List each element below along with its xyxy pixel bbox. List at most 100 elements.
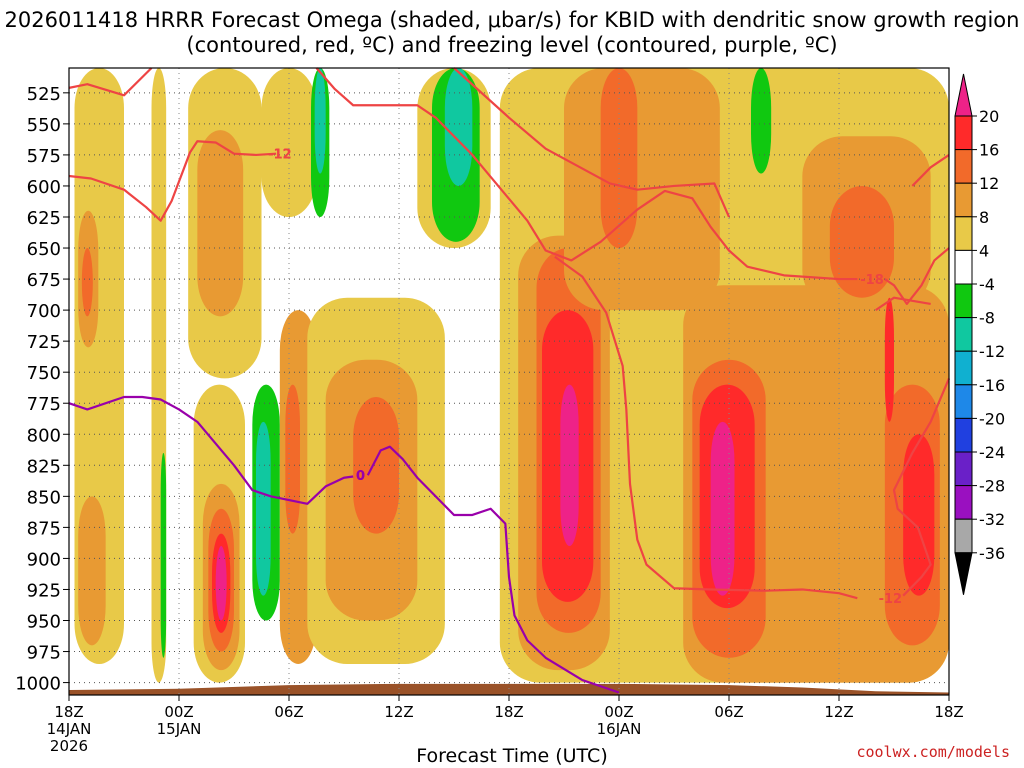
dgz-contour-label: -12 <box>268 148 292 163</box>
x-tick-label: 06Z <box>274 703 303 721</box>
x-tick-label: 16JAN <box>597 720 642 738</box>
omega-cell <box>215 546 227 621</box>
y-tick-label: 600 <box>27 177 61 198</box>
colorbar: 20 16 12 8 4 -4 -8 -12 -16 -20 -24 -28 -32 -36 <box>954 73 1005 595</box>
y-tick-label: 675 <box>27 270 61 291</box>
chart-title: 2026011418 HRRR Forecast Omega (shaded, … <box>4 8 1020 57</box>
colorbar-swatch <box>954 451 973 487</box>
y-tick-label: 825 <box>27 456 61 477</box>
y-tick-label: 575 <box>27 146 61 167</box>
y-tick-label: 875 <box>27 518 61 539</box>
omega-cell <box>197 130 244 317</box>
omega-cell <box>160 452 167 658</box>
x-tick-label: 18Z <box>54 703 83 721</box>
y-tick-label: 525 <box>27 84 61 105</box>
x-tick-label: 00Z <box>604 703 633 721</box>
colorbar-tick-label: -36 <box>979 544 1005 563</box>
y-tick-label: 725 <box>27 332 61 353</box>
y-tick-label: 850 <box>27 487 61 508</box>
ground-surface <box>69 683 949 695</box>
colorbar-tick-label: -24 <box>979 443 1005 462</box>
colorbar-tick-label: -8 <box>979 309 995 328</box>
y-tick-label: 625 <box>27 208 61 229</box>
x-tick-label: 12Z <box>384 703 413 721</box>
dgz-contour <box>884 247 950 306</box>
omega-cell <box>261 68 317 217</box>
freezing-level-contour-label: 0 <box>356 469 365 484</box>
dgz-contour <box>453 67 731 218</box>
dgz-contour <box>892 377 951 597</box>
omega-cell <box>884 297 894 422</box>
x-tick-label: 06Z <box>714 703 743 721</box>
dgz-contour <box>315 67 858 281</box>
colorbar-swatch <box>954 317 973 352</box>
omega-cell <box>314 68 326 174</box>
dgz-contour <box>554 255 858 600</box>
omega-cell <box>710 421 735 596</box>
dgz-contour-label: -18 <box>860 273 884 288</box>
omega-cell <box>444 68 473 186</box>
omega-cell <box>81 248 93 317</box>
colorbar-tick-label: -4 <box>979 275 995 294</box>
colorbar-swatch <box>954 216 973 251</box>
freezing-level-contour-label: 0 <box>356 469 365 484</box>
grid-layer <box>68 68 950 695</box>
x-tick-label: 18Z <box>934 703 963 721</box>
y-tick-label: 1000 <box>15 674 61 695</box>
x-tick-label: 00Z <box>164 703 193 721</box>
colorbar-swatch <box>954 384 973 419</box>
x-tick-label: 15JAN <box>157 720 202 738</box>
y-tick-label: 800 <box>27 425 61 446</box>
y-tick-label: 775 <box>27 394 61 415</box>
colorbar-tick-label: 12 <box>979 174 999 193</box>
colorbar-tick-label: -16 <box>979 376 1005 395</box>
omega-cell <box>751 68 772 174</box>
colorbar-tick-label: -12 <box>979 342 1005 361</box>
dgz-contour <box>68 140 277 222</box>
colorbar-tick-label: -32 <box>979 510 1005 529</box>
colorbar-swatch <box>954 350 973 386</box>
y-tick-label: 925 <box>27 580 61 601</box>
colorbar-bottom-cap <box>954 552 973 595</box>
omega-cell <box>285 384 300 534</box>
y-tick-label: 750 <box>27 363 61 384</box>
omega-cell <box>829 185 894 298</box>
dgz-contour-label: -12 <box>879 592 903 607</box>
freezing-level-contour <box>68 395 354 505</box>
colorbar-swatch <box>954 485 973 520</box>
x-tick-label: 2026 <box>50 737 88 755</box>
colorbar-swatch <box>954 417 973 453</box>
x-tick-label: 18Z <box>494 703 523 721</box>
colorbar-tick-label: -20 <box>979 409 1005 428</box>
dgz-contour <box>68 67 153 97</box>
site-credit: coolwx.com/models <box>856 743 1010 761</box>
x-axis-label: Forecast Time (UTC) <box>416 745 608 767</box>
dgz-contour <box>875 296 931 312</box>
x-tick-label: 14JAN <box>47 720 92 738</box>
y-tick-label: 950 <box>27 612 61 633</box>
colorbar-tick-label: 8 <box>979 208 989 227</box>
omega-cell <box>78 496 106 646</box>
colorbar-swatch <box>954 283 973 319</box>
omega-cell <box>903 434 935 596</box>
colorbar-tick-label: 20 <box>979 107 999 126</box>
colorbar-swatch <box>954 249 973 285</box>
y-tick-label: 650 <box>27 239 61 260</box>
colorbar-tick-label: 4 <box>979 241 989 260</box>
dgz-contour-label: -12 <box>268 148 292 163</box>
y-tick-label: 975 <box>27 643 61 664</box>
colorbar-swatch <box>954 182 973 218</box>
colorbar-top-cap <box>954 73 973 117</box>
colorbar-swatch <box>954 149 973 184</box>
colorbar-swatch <box>954 115 973 151</box>
ground-surface-layer <box>69 683 949 695</box>
axes-layer: 525 550 575 600 625 650 675 700 725 750 775 800 825 8… <box>15 67 964 755</box>
x-tick-label: 12Z <box>824 703 853 721</box>
y-tick-label: 700 <box>27 301 61 322</box>
colorbar-tick-label: -28 <box>979 477 1005 496</box>
freezing-level-contour <box>366 445 620 694</box>
y-tick-label: 900 <box>27 549 61 570</box>
omega-cell <box>256 421 271 596</box>
